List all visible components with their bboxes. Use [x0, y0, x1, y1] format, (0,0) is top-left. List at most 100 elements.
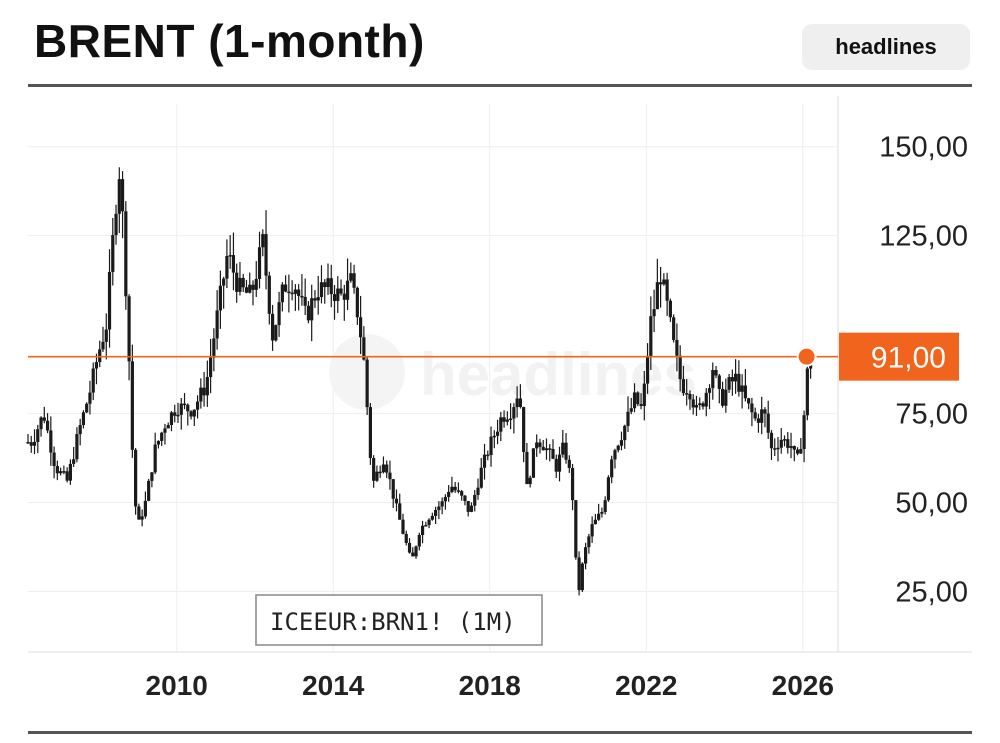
candle-body: [173, 412, 177, 416]
candle-body: [600, 511, 604, 514]
candle-body: [665, 279, 669, 301]
candle-body: [163, 428, 167, 433]
candle-body: [740, 385, 744, 392]
candle-body: [714, 370, 718, 376]
chart-axes: 150,00 125,00 75,00 50,00 25,00 2010 2014 2018 2…: [146, 132, 968, 701]
candle-body: [727, 377, 731, 390]
candle-body: [257, 247, 262, 279]
candle-body: [169, 412, 174, 426]
candle-body: [310, 298, 314, 321]
candle-body: [365, 359, 369, 408]
candle-body: [147, 480, 151, 501]
header-divider: [28, 84, 972, 87]
candle-body: [649, 316, 653, 356]
candle-body: [525, 451, 529, 485]
candle-body: [277, 302, 281, 326]
candle-body: [561, 442, 565, 455]
candle-body: [782, 439, 787, 441]
candle-body: [209, 357, 213, 378]
candle-body: [743, 385, 747, 399]
candle-body: [381, 464, 386, 473]
candle-body: [512, 407, 516, 419]
candle-body: [313, 298, 317, 301]
candle-body: [655, 282, 659, 310]
candle-body: [319, 282, 324, 298]
candle-body: [166, 425, 170, 429]
candle-body: [613, 450, 617, 460]
candle-body: [518, 398, 522, 407]
candle-body: [548, 448, 552, 450]
candle-body: [270, 313, 275, 341]
candle-body: [274, 325, 278, 341]
candle-body: [293, 289, 297, 294]
candle-body: [424, 525, 428, 527]
headlines-button[interactable]: headlines: [802, 24, 970, 70]
candle-body: [564, 442, 568, 460]
current-price-dot: [796, 346, 817, 367]
candle-body: [137, 506, 141, 520]
symbol-legend: ICEEUR:BRN1! (1M): [255, 594, 543, 646]
candles: [26, 167, 813, 596]
candle-body: [349, 273, 353, 281]
candle-body: [284, 284, 288, 292]
candle-body: [205, 377, 209, 396]
candle-body: [557, 454, 562, 472]
candle-body: [88, 392, 92, 404]
candle-body: [769, 432, 774, 449]
candle-body: [453, 486, 457, 491]
candle-body: [707, 388, 712, 393]
candle-body: [45, 420, 50, 431]
candle-body: [26, 442, 30, 444]
candle-body: [574, 500, 578, 558]
candle-body: [515, 398, 519, 408]
candle-body: [42, 417, 46, 421]
candle-body: [75, 434, 79, 460]
candle-body: [698, 403, 702, 406]
candle-body: [551, 449, 555, 459]
candle-body: [150, 472, 154, 481]
candle-body: [199, 387, 203, 402]
candle-body: [502, 417, 506, 422]
candle-body: [610, 459, 614, 478]
candle-body: [417, 534, 421, 547]
candle-body: [49, 430, 53, 453]
candle-body: [316, 297, 320, 301]
candle-body: [39, 417, 43, 430]
candle-body: [32, 441, 37, 446]
candle-body: [505, 419, 509, 422]
candle-body: [538, 442, 542, 447]
candle-body: [456, 490, 461, 492]
candle-body: [528, 477, 532, 485]
candle-body: [248, 284, 252, 293]
candle-body: [492, 435, 496, 438]
candle-body: [378, 471, 382, 474]
candle-body: [584, 547, 588, 564]
candle-body: [120, 179, 125, 212]
candle-body: [763, 409, 767, 414]
candle-body: [541, 446, 545, 451]
candle-body: [124, 211, 128, 297]
candle-body: [117, 179, 121, 214]
candle-body: [411, 552, 415, 557]
candle-body: [443, 497, 447, 502]
candle-body: [587, 536, 591, 548]
candle-body: [355, 287, 359, 318]
candle-body: [580, 563, 584, 591]
candle-body: [776, 447, 780, 450]
candle-body: [254, 278, 258, 290]
candle-body: [802, 415, 806, 449]
chart-grid: [28, 96, 972, 653]
candle-body: [701, 403, 705, 407]
candle-body: [202, 387, 206, 396]
y-tick-label: 75,00: [895, 399, 968, 431]
candle-body: [176, 414, 180, 417]
candle-body: [36, 429, 40, 442]
candle-body: [623, 425, 627, 441]
candle-body: [440, 501, 444, 507]
candle-body: [368, 407, 372, 458]
candle-body: [795, 449, 800, 454]
candle-body: [342, 293, 346, 300]
candle-body: [629, 408, 633, 412]
candle-body: [62, 471, 66, 473]
candle-body: [215, 310, 219, 339]
